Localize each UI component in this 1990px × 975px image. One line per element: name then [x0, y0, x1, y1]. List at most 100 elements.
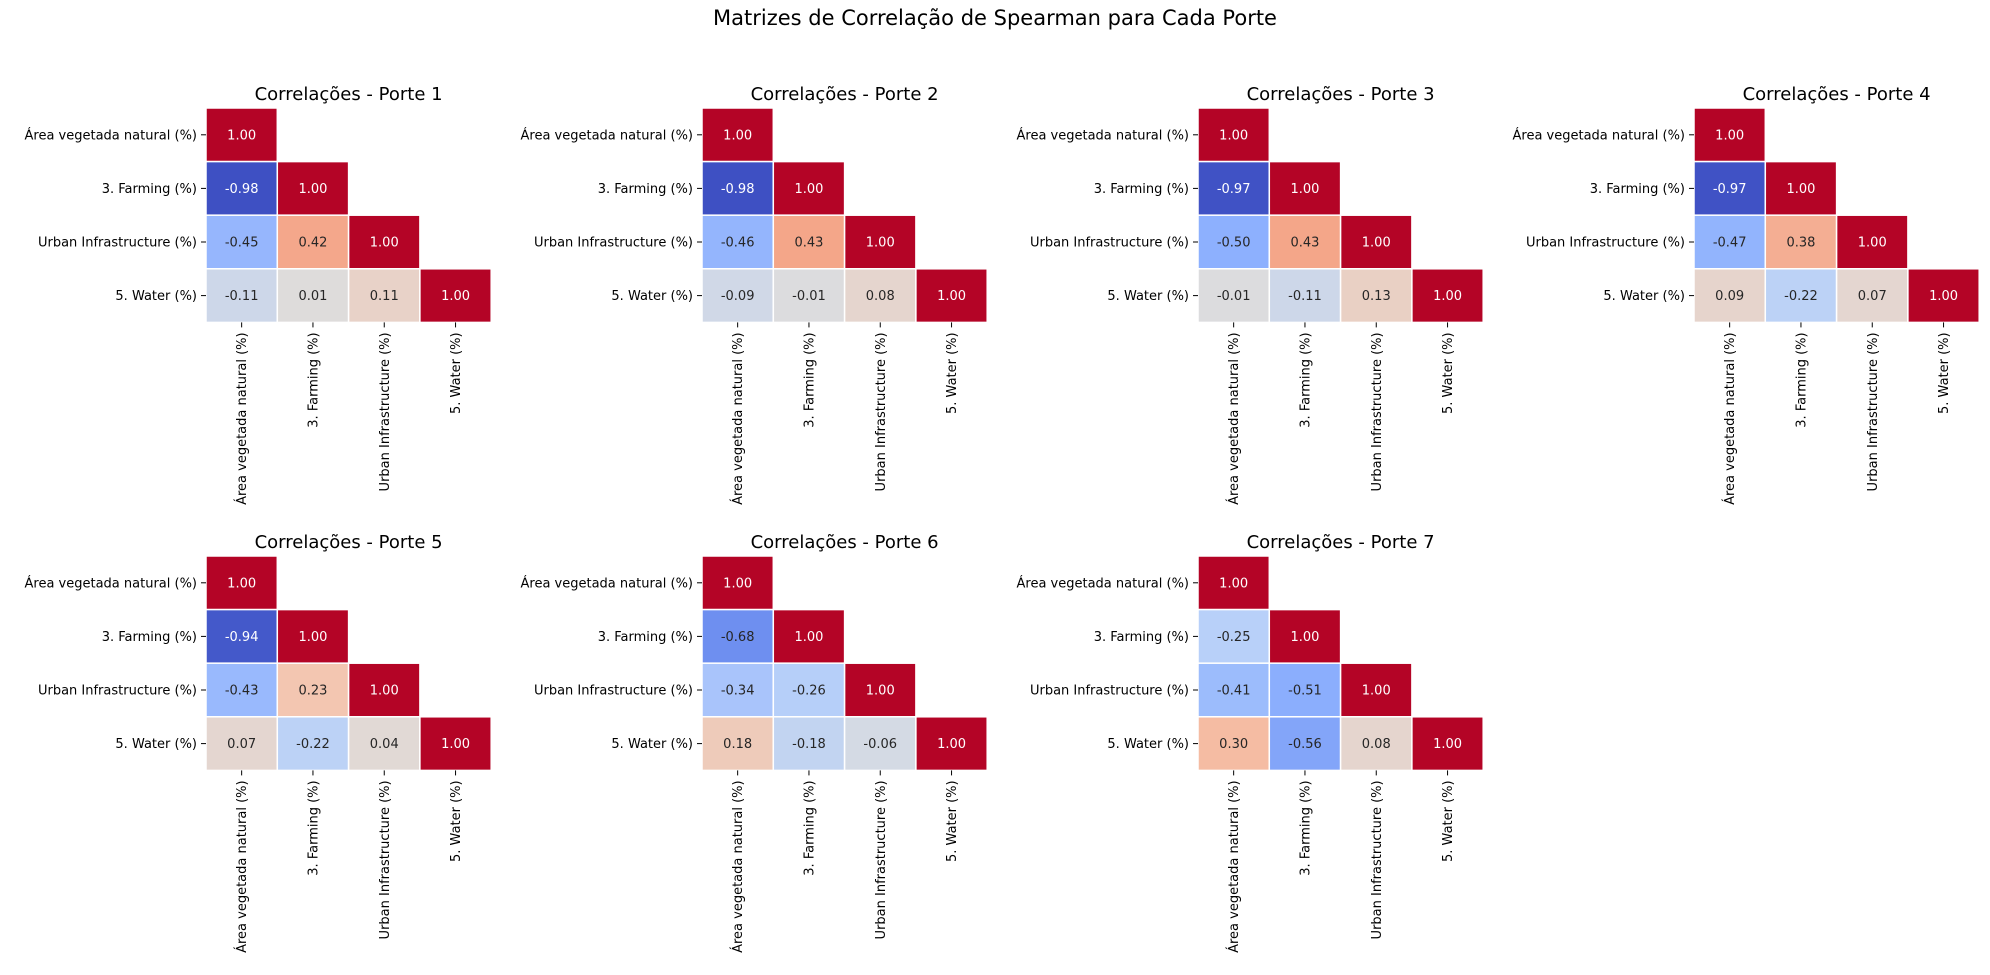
heatmap-panel-2: Correlações - Porte 2 1.00 -0.98 1.00 -0.46 0… [521, 84, 988, 505]
y-tick-label: Urban Infrastructure (%) [534, 236, 693, 251]
heatmap-cell [1764, 160, 1838, 216]
x-tick-label: 3. Farming (%) [306, 780, 321, 875]
cell-value-label: 0.38 [1786, 236, 1815, 251]
y-tick-label: 3. Farming (%) [102, 182, 197, 197]
heatmap-cell [419, 716, 492, 772]
cell-value-label: 0.43 [794, 236, 823, 251]
heatmap-panel-6: Correlações - Porte 6 1.00 -0.68 1.00 -0.34 -… [521, 532, 988, 953]
heatmap-cell [1197, 716, 1271, 772]
heatmap-cell [347, 268, 421, 324]
cell-value-label: 1.00 [441, 737, 470, 752]
heatmap-cell [276, 160, 350, 216]
x-tick-label: 3. Farming (%) [802, 780, 817, 875]
cell-value-label: 1.00 [370, 684, 399, 699]
cell-value-label: 0.23 [298, 684, 327, 699]
x-tick-label: 5. Water (%) [449, 332, 464, 414]
heatmap-cell [1339, 268, 1413, 324]
heatmap-cell [1197, 268, 1271, 324]
heatmap-cell [1907, 268, 1980, 324]
heatmap-cell [419, 268, 492, 324]
cell-value-label: -0.22 [1784, 289, 1818, 304]
heatmap-cell [1197, 555, 1271, 611]
cell-value-label: -0.46 [721, 236, 755, 251]
cell-value-label: -0.45 [225, 236, 259, 251]
x-tick-label: 3. Farming (%) [1298, 332, 1313, 427]
heatmap-panel-3: Correlações - Porte 3 1.00 -0.97 1.00 -0.50 0… [1017, 84, 1484, 505]
y-tick-label: Urban Infrastructure (%) [38, 684, 197, 699]
heatmap-cell [915, 716, 988, 772]
cell-value-label: -0.26 [792, 684, 826, 699]
heatmap-cell [915, 268, 988, 324]
heatmap-cell [205, 160, 279, 216]
x-tick-label: Área vegetada natural (%) [234, 332, 250, 505]
cell-value-label: -0.43 [225, 684, 259, 699]
y-tick-label: 5. Water (%) [611, 289, 693, 304]
cell-value-label: 1.00 [723, 576, 752, 591]
y-tick-label: 5. Water (%) [1603, 289, 1685, 304]
cell-value-label: -0.98 [721, 182, 755, 197]
heatmap-cell [843, 662, 917, 718]
cell-value-label: 0.07 [1858, 289, 1887, 304]
cell-value-label: 1.00 [1290, 630, 1319, 645]
heatmap-panel-7: Correlações - Porte 7 1.00 -0.25 1.00 -0.41 -… [1017, 532, 1484, 953]
cell-value-label: -0.09 [721, 289, 755, 304]
y-tick-label: 5. Water (%) [611, 737, 693, 752]
y-tick-label: Urban Infrastructure (%) [534, 684, 693, 699]
cell-value-label: 0.18 [723, 737, 752, 752]
heatmap-panel-4: Correlações - Porte 4 1.00 -0.97 1.00 -0.47 0… [1513, 84, 1980, 505]
x-tick-label: Área vegetada natural (%) [1722, 332, 1738, 505]
heatmap-cell [772, 716, 846, 772]
x-tick-label: 3. Farming (%) [1298, 780, 1313, 875]
x-tick-label: Área vegetada natural (%) [1226, 780, 1242, 953]
heatmap-cell [772, 608, 846, 664]
heatmap-cell [1693, 107, 1767, 163]
cell-value-label: 1.00 [794, 630, 823, 645]
cell-value-label: -0.18 [792, 737, 826, 752]
figure-title: Matrizes de Correlação de Spearman para … [713, 6, 1277, 30]
cell-value-label: -0.94 [225, 630, 259, 645]
cell-value-label: 0.13 [1362, 289, 1391, 304]
x-tick-label: 5. Water (%) [1937, 332, 1952, 414]
cell-value-label: 0.30 [1219, 737, 1248, 752]
panel-title: Correlações - Porte 2 [751, 84, 939, 105]
y-tick-label: Urban Infrastructure (%) [1526, 236, 1685, 251]
heatmap-cell [701, 160, 775, 216]
cell-value-label: 1.00 [441, 289, 470, 304]
x-tick-label: 3. Farming (%) [1794, 332, 1809, 427]
y-tick-label: Área vegetada natural (%) [1017, 127, 1190, 143]
heatmap-panel-1: Correlações - Porte 1 1.00 -0.98 1.00 -0.45 0… [25, 84, 492, 505]
heatmap-cell [1339, 662, 1413, 718]
heatmap-cell [1268, 214, 1342, 270]
y-tick-label: Urban Infrastructure (%) [1030, 684, 1189, 699]
panel-title: Correlações - Porte 1 [255, 84, 443, 105]
cell-value-label: -0.34 [721, 684, 755, 699]
cell-value-label: 1.00 [1290, 182, 1319, 197]
cell-value-label: 1.00 [1219, 128, 1248, 143]
x-tick-label: 5. Water (%) [945, 332, 960, 414]
cell-value-label: 1.00 [794, 182, 823, 197]
cell-value-label: 0.08 [866, 289, 895, 304]
heatmap-cell [1197, 214, 1271, 270]
y-tick-label: Área vegetada natural (%) [521, 127, 694, 143]
cell-value-label: 1.00 [1362, 684, 1391, 699]
cell-value-label: -0.50 [1217, 236, 1251, 251]
cell-value-label: 1.00 [937, 289, 966, 304]
x-tick-label: 5. Water (%) [945, 780, 960, 862]
panel-title: Correlações - Porte 4 [1743, 84, 1931, 105]
heatmap-cell [772, 214, 846, 270]
heatmap-cell [1339, 716, 1413, 772]
cell-value-label: 1.00 [866, 684, 895, 699]
x-tick-label: Área vegetada natural (%) [730, 780, 746, 953]
cell-value-label: -0.97 [1217, 182, 1251, 197]
cell-value-label: 0.09 [1715, 289, 1744, 304]
heatmap-cell [276, 268, 350, 324]
x-tick-label: Urban Infrastructure (%) [1370, 332, 1385, 491]
y-tick-label: Área vegetada natural (%) [25, 575, 198, 591]
cell-value-label: -0.51 [1288, 684, 1322, 699]
x-tick-label: Área vegetada natural (%) [234, 780, 250, 953]
cell-value-label: -0.25 [1217, 630, 1251, 645]
heatmap-cell [1197, 662, 1271, 718]
x-tick-label: Urban Infrastructure (%) [1866, 332, 1881, 491]
cell-value-label: -0.11 [225, 289, 259, 304]
cell-value-label: 1.00 [370, 236, 399, 251]
